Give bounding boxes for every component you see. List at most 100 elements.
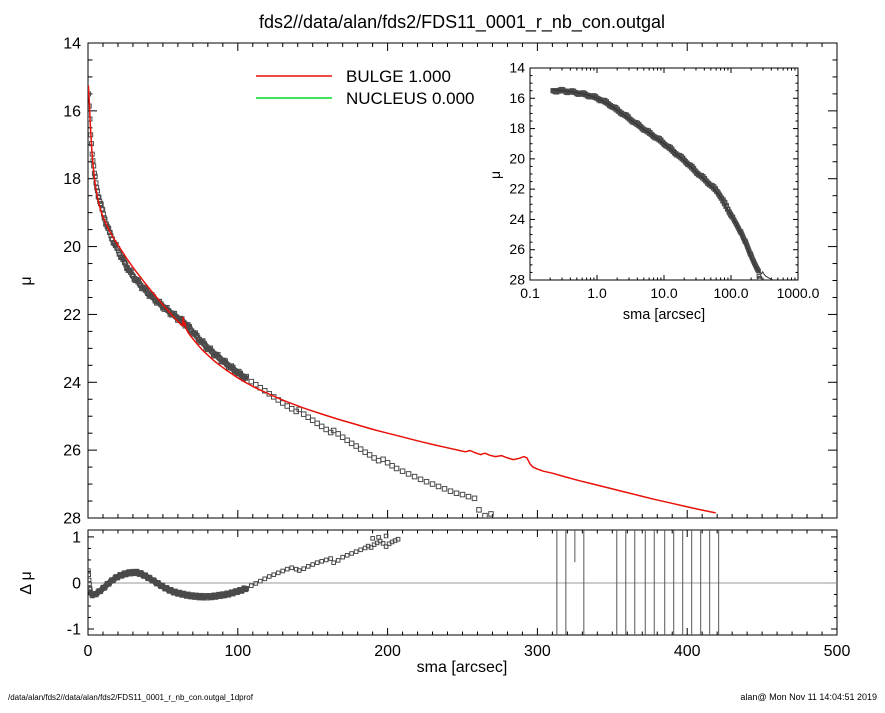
data-point-square (459, 491, 466, 498)
data-point-square (465, 493, 472, 500)
data-point-square (271, 572, 277, 577)
data-point-square (243, 373, 249, 379)
residual-y-tick-label: -1 (67, 622, 81, 639)
legend: BULGE 1.000 NUCLEUS 0.000 (256, 67, 475, 108)
data-point-square (92, 173, 98, 179)
data-point-square (375, 457, 382, 464)
inset-x-tick-label: 0.1 (520, 285, 540, 301)
data-point-square (380, 541, 386, 546)
data-point-square (305, 414, 311, 420)
residual-x-tick-label: 300 (524, 643, 551, 660)
data-point-square (353, 443, 359, 449)
main-y-tick-label: 20 (63, 239, 81, 256)
plot-box (529, 67, 799, 281)
inset-y-tick-label: 22 (509, 181, 525, 197)
data-point-square (340, 554, 345, 560)
residual-y-axis-label: Δ μ (18, 571, 35, 594)
data-point-square (358, 547, 363, 553)
inset-y-tick-label: 26 (509, 241, 525, 257)
data-point-square (488, 511, 494, 517)
data-point-square (301, 566, 307, 571)
data-point-square (248, 583, 254, 589)
data-point-square (200, 338, 206, 344)
data-point-square (453, 490, 460, 496)
data-point-square (300, 411, 307, 417)
data-point-square (88, 572, 92, 578)
data-point-square (370, 535, 375, 541)
inset-y-axis-label: μ (487, 171, 503, 179)
data-point-square (244, 586, 250, 591)
main-y-axis-label: μ (18, 276, 35, 285)
residual-x-tick-label: 500 (824, 643, 851, 660)
data-point-square (331, 560, 336, 565)
inset-x-tick-label: 1000.0 (777, 285, 820, 301)
main-panel-axes: 14 16 18 20 22 24 26 28 (63, 36, 838, 528)
inset-y-tick-label: 18 (509, 120, 525, 136)
data-point-square (288, 406, 295, 412)
data-point-square (435, 483, 442, 490)
inset-profile-line (552, 89, 775, 280)
data-point-square (253, 381, 259, 388)
data-point-square (323, 557, 329, 563)
main-y-tick-label: 24 (63, 375, 81, 392)
data-point-square (357, 446, 364, 452)
inset-panel-series (550, 86, 775, 280)
data-point-square (384, 459, 391, 466)
data-point-square (353, 549, 359, 554)
footer-user-timestamp: alan@ Mon Nov 11 14:04:51 2019 (740, 692, 877, 702)
inset-y-tick-label: 24 (509, 211, 525, 227)
data-point-square (756, 268, 761, 274)
data-point-square (383, 533, 389, 539)
residual-x-tick-label: 100 (224, 643, 251, 660)
inset-x-tick-label: 100.0 (713, 285, 748, 301)
data-point-square (411, 473, 418, 480)
data-point-square (88, 581, 92, 587)
x-axis-label: sma [arcsec] (417, 659, 508, 676)
data-point-square (328, 556, 333, 561)
data-point-square (266, 574, 272, 579)
footer-path-text: /data/alan/fds2//data/alan/fds2/FDS11_00… (8, 693, 254, 702)
data-point-square (380, 456, 386, 463)
data-point-square (94, 188, 100, 194)
data-point-square (330, 427, 337, 434)
data-point-square (121, 259, 127, 265)
data-point-square (405, 471, 412, 477)
data-point-square (429, 481, 436, 487)
data-point-square (257, 578, 263, 584)
data-point-square (296, 568, 302, 573)
inset-y-tick-label: 20 (509, 150, 525, 166)
inset-y-tick-label: 28 (509, 272, 525, 288)
main-y-tick-label: 26 (63, 443, 81, 460)
data-point-square (280, 568, 286, 574)
data-point-square (335, 431, 341, 437)
data-point-square (284, 566, 290, 572)
data-point-square (344, 553, 350, 558)
data-point-square (368, 545, 374, 550)
legend-nucleus-label: NUCLEUS 0.000 (346, 89, 475, 108)
residual-panel-series (88, 530, 837, 635)
main-y-tick-label: 16 (63, 103, 81, 120)
data-point-square (399, 468, 406, 474)
residual-x-tick-label: 400 (674, 643, 701, 660)
data-point-square (471, 495, 478, 502)
main-y-tick-label: 18 (63, 171, 81, 188)
data-point-square (348, 440, 355, 447)
data-point-square (339, 434, 346, 440)
data-point-square (344, 437, 350, 444)
data-point-square (115, 248, 121, 254)
data-point-square (389, 463, 395, 469)
plot-title: fds2//data/alan/fds2/FDS11_0001_r_nb_con… (259, 12, 665, 33)
data-point-square (323, 426, 329, 433)
data-point-square (253, 581, 259, 586)
data-point-square (417, 476, 424, 483)
data-point-square (371, 455, 377, 461)
data-point-square (482, 512, 488, 518)
data-point-square (314, 420, 320, 427)
inset-panel-axes: 14 16 18 20 22 24 26 280.1 1.0 10.0 100.0 1000.0 (509, 60, 819, 302)
data-point-square (319, 559, 324, 564)
data-point-square (383, 544, 389, 549)
data-point-square (318, 423, 325, 430)
data-point-square (376, 535, 381, 540)
data-point-square (423, 478, 430, 485)
